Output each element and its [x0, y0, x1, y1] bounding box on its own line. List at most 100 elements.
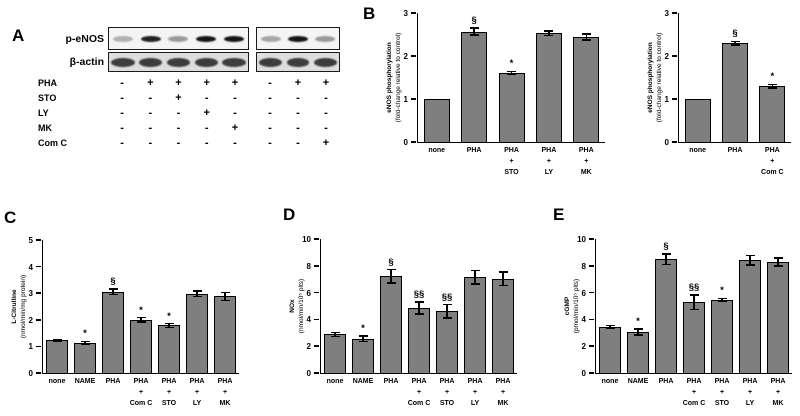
- y-tick-mark: [589, 372, 594, 374]
- y-tick-label: 2: [306, 342, 311, 352]
- x-category-label: PHA: [439, 378, 455, 385]
- protein-band: [168, 35, 189, 42]
- treatment-row-label: Com C: [38, 138, 67, 148]
- error-bar-stem: [777, 257, 779, 266]
- x-category-label: MK: [772, 400, 784, 407]
- treatment-sign: -: [148, 107, 153, 119]
- blot-lane: [165, 53, 193, 71]
- treatment-sign: +: [322, 137, 330, 149]
- error-bar-stem: [84, 341, 86, 345]
- y-axis-units: (nmol/min/mg protein): [20, 274, 27, 339]
- x-category-label: LY: [544, 169, 554, 176]
- error-bar-cap: [108, 288, 118, 290]
- y-axis-units: (fold-change relative to control): [656, 32, 663, 123]
- x-category-label: STO: [161, 400, 177, 407]
- error-bar-cap: [633, 328, 643, 330]
- treatment-sign-row: ---: [256, 106, 340, 120]
- x-category-label: +: [138, 389, 144, 396]
- treatment-sign-row: -----: [108, 136, 249, 150]
- x-category-label: PHA: [578, 147, 594, 154]
- error-bar-stem: [502, 271, 504, 286]
- error-bar-cap: [689, 294, 699, 296]
- x-category-label: PHA: [411, 378, 427, 385]
- x-category-label: PHA: [504, 147, 519, 154]
- error-bar-cap: [507, 73, 516, 75]
- treatment-sign: -: [233, 107, 237, 119]
- x-category-label: NAME: [352, 378, 374, 385]
- protein-band: [315, 35, 336, 42]
- x-category-label: PHA: [770, 378, 786, 385]
- protein-band: [222, 57, 246, 67]
- data-bar: [535, 33, 562, 142]
- error-bar-stem: [168, 323, 170, 328]
- y-tick-label: 6: [581, 288, 586, 298]
- protein-band: [112, 35, 133, 42]
- x-category-label: PHA: [658, 378, 674, 385]
- significance-annotation: §§: [441, 291, 453, 303]
- panel-b-left-chart: eNOS phosphorylation (fold-change relativ…: [385, 6, 608, 206]
- error-bar-stem: [474, 270, 476, 285]
- error-bar-cap: [442, 317, 452, 319]
- y-axis-label-text: cGMP (pmol/min/10⁵ plts): [563, 239, 585, 373]
- data-bar: [423, 99, 450, 142]
- data-bar: [498, 72, 525, 142]
- blot-lane: [137, 53, 165, 71]
- protein-band: [196, 35, 217, 42]
- x-category-label: Com C: [682, 400, 706, 407]
- error-bar-cap: [767, 83, 777, 86]
- x-category-label: none: [428, 147, 446, 154]
- y-tick-mark: [672, 55, 677, 57]
- error-bar-stem: [390, 269, 392, 284]
- treatment-sign: -: [268, 107, 272, 119]
- y-tick-mark: [314, 345, 319, 347]
- y-axis-title: NOx: [289, 299, 296, 313]
- x-category-label: none: [48, 378, 66, 385]
- y-tick-mark: [672, 98, 677, 100]
- error-bar-stem: [112, 289, 114, 295]
- error-bar-stem: [721, 298, 723, 302]
- y-tick-label: 10: [577, 235, 586, 244]
- significance-annotation: *: [720, 285, 724, 297]
- treatment-sign: +: [231, 122, 239, 134]
- significance-annotation: §: [732, 28, 738, 40]
- data-bar: [379, 276, 403, 373]
- y-tick-mark: [589, 318, 594, 321]
- data-bar: [185, 293, 209, 373]
- treatment-sign: -: [204, 122, 209, 134]
- blot-lane: [257, 28, 284, 49]
- treatment-sign: -: [176, 122, 181, 134]
- x-category-label: PHA: [161, 378, 177, 385]
- y-tick-label: 0: [664, 138, 669, 147]
- error-bar-cap: [730, 44, 740, 46]
- blot-lane: [165, 28, 193, 49]
- x-category-label: PHA: [466, 147, 482, 154]
- blot-lane: [312, 28, 339, 49]
- treatment-sign: -: [324, 107, 328, 119]
- treatment-sign: +: [175, 77, 182, 89]
- error-bar-cap: [80, 343, 90, 346]
- data-bar: [463, 277, 487, 373]
- error-bar-cap: [633, 334, 643, 336]
- y-tick-mark: [589, 265, 594, 267]
- error-bar-stem: [771, 84, 774, 88]
- y-axis-label: eNOS phosphorylation (fold-change relativ…: [385, 13, 411, 142]
- x-category-label: PHA: [742, 378, 758, 385]
- x-category-label: +: [500, 389, 506, 396]
- error-bar-cap: [745, 254, 755, 257]
- error-bar-cap: [581, 33, 591, 35]
- treatment-sign: -: [176, 137, 181, 149]
- y-axis-label-text: L-Citrulline (nmol/min/mg protein): [10, 240, 32, 373]
- y-tick-mark: [589, 238, 594, 240]
- blot-lane: [284, 28, 311, 49]
- error-bar-cap: [358, 340, 368, 343]
- treatment-sign: -: [176, 107, 181, 119]
- blot-lane: [192, 53, 220, 71]
- plot-area: 0 1 2 3 none § PHA * PHA + Com C: [665, 9, 791, 176]
- data-bar: [73, 342, 97, 373]
- plot-area: 0 2 4 6 8 10 none * NAME § PHA §§ PHA + Com C * PHA + STO P…: [577, 235, 792, 407]
- x-category-label: +: [719, 389, 725, 396]
- error-bar-cap: [442, 303, 452, 306]
- treatment-sign: +: [231, 77, 239, 89]
- y-tick-mark: [589, 345, 594, 347]
